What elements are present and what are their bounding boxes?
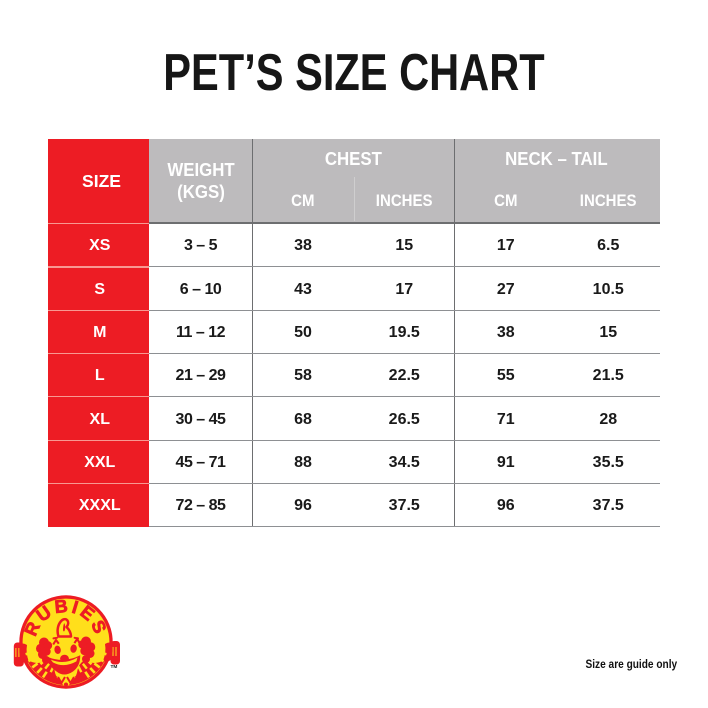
svg-text:TM: TM: [111, 664, 118, 670]
